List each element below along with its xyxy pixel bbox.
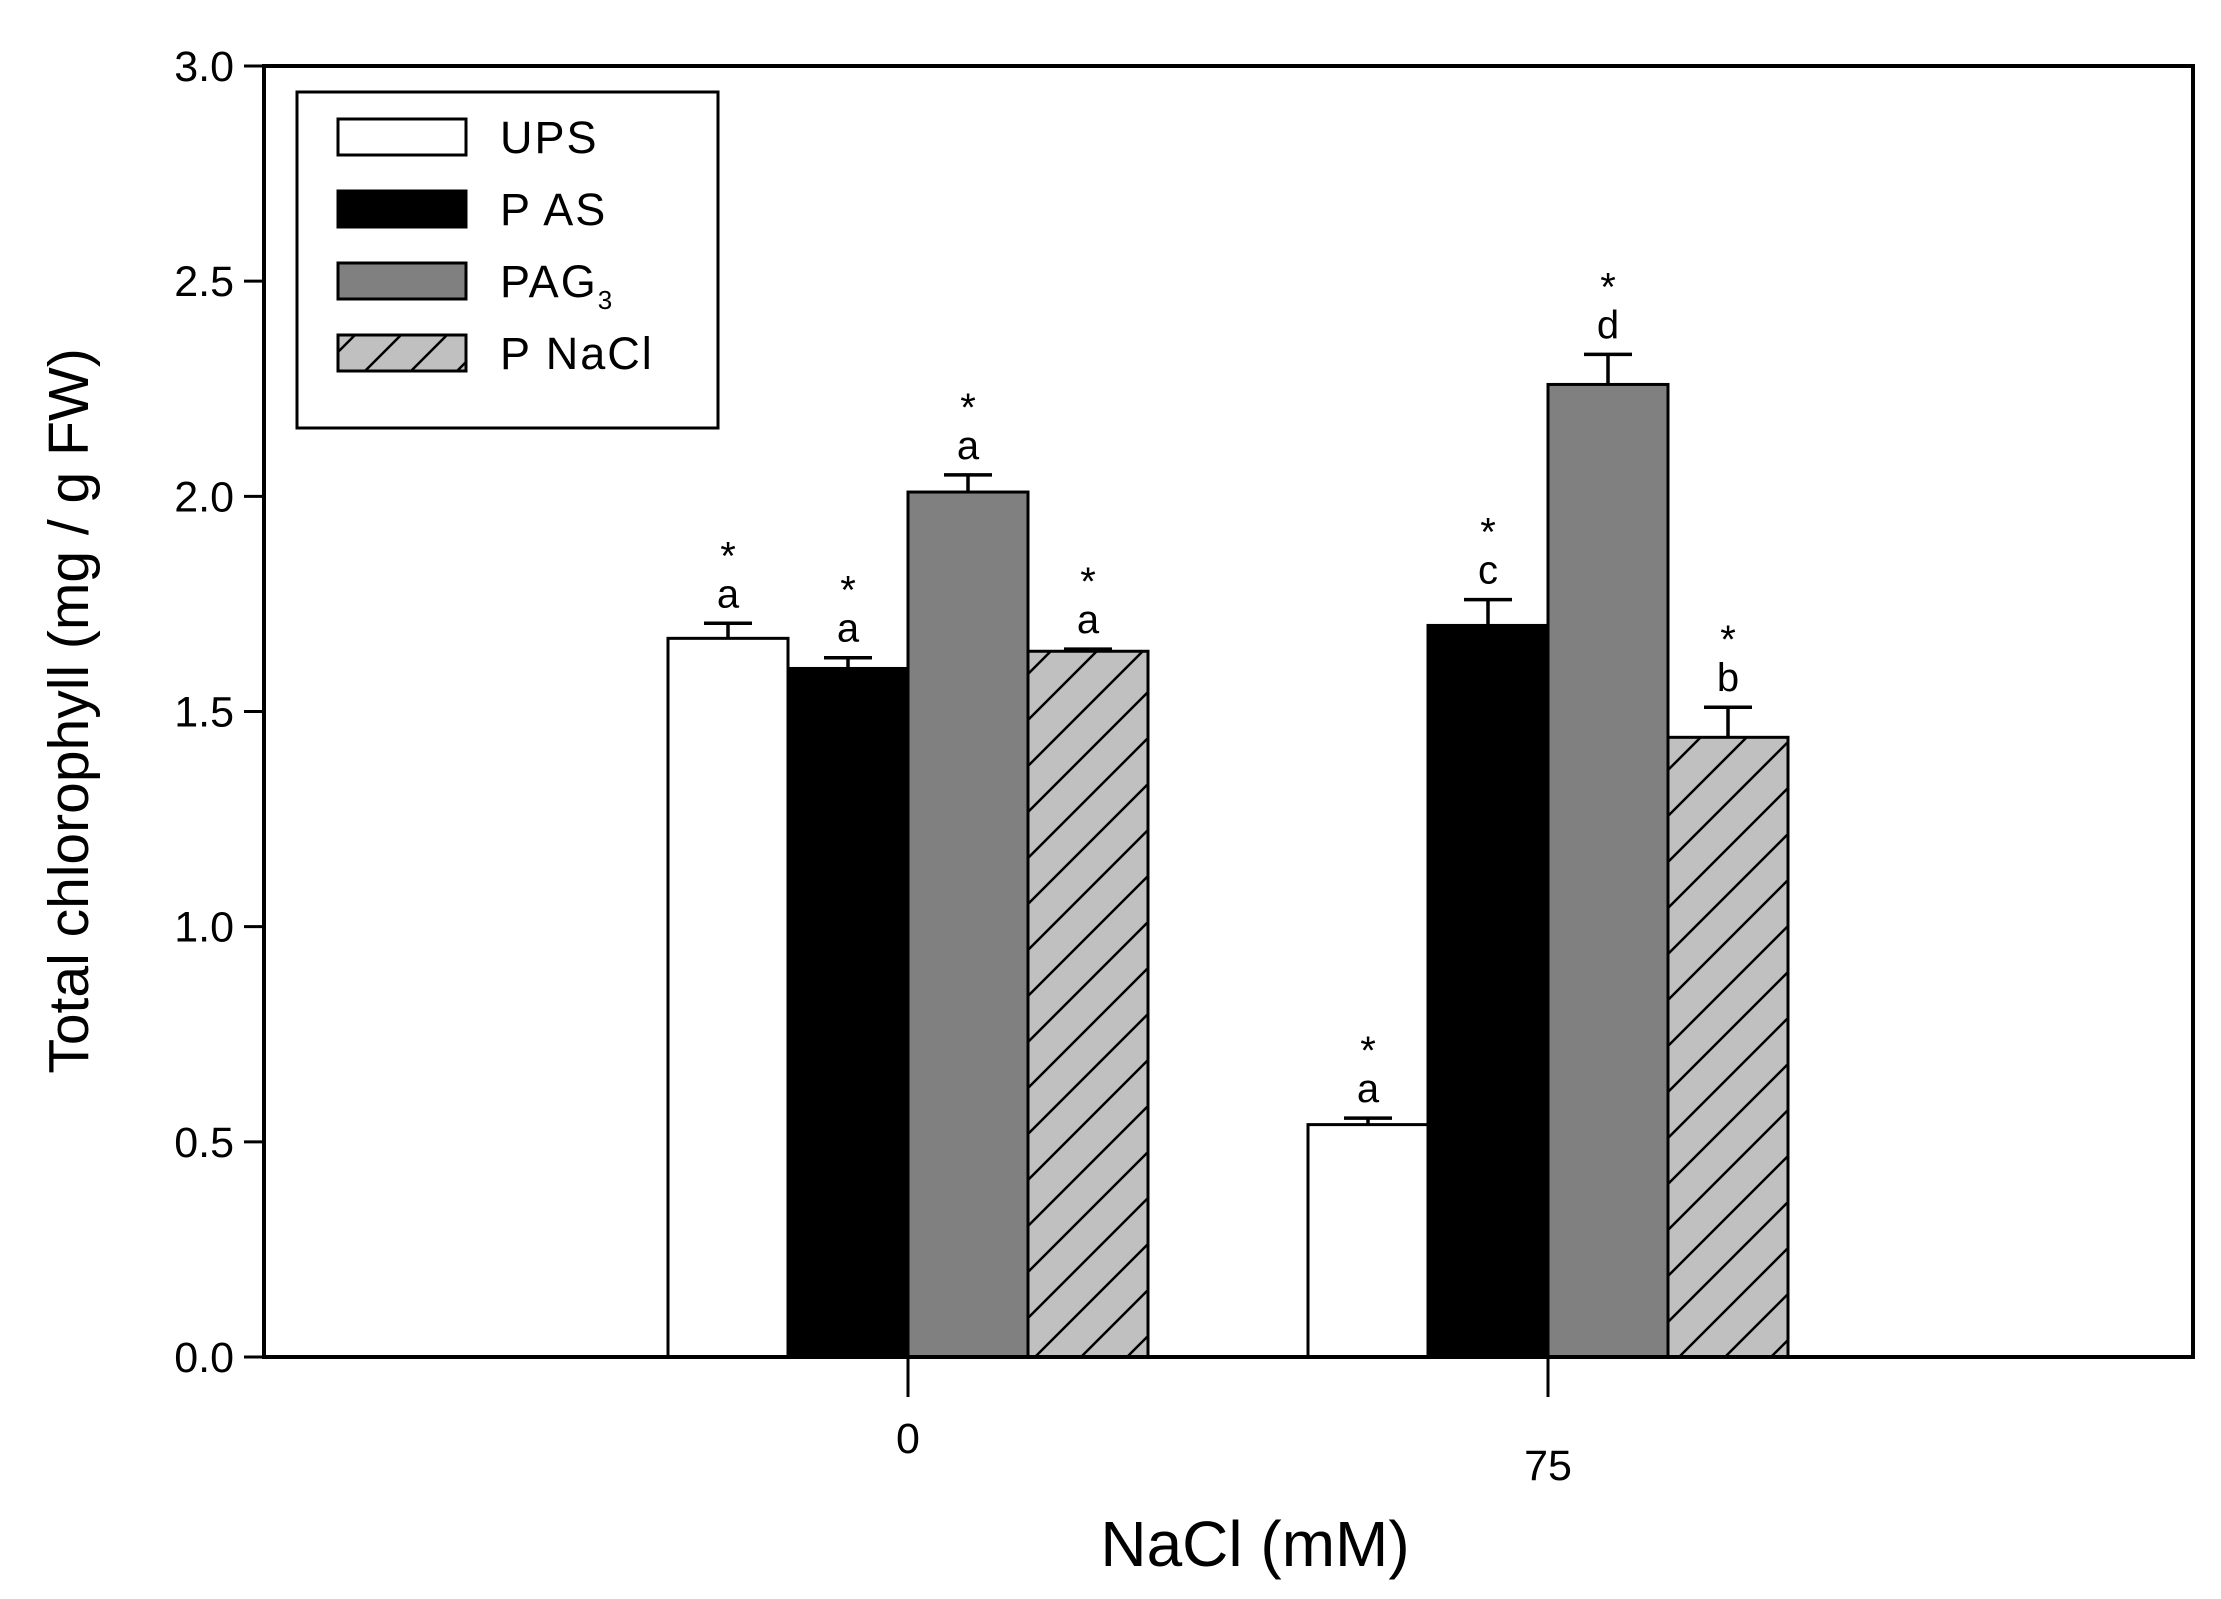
x-tick-label: 0 <box>896 1415 920 1463</box>
significance-star: * <box>1720 618 1736 662</box>
error-bar <box>1704 705 1752 738</box>
significance-letter: a <box>1357 1067 1380 1111</box>
legend-label: PAG3 <box>500 256 614 315</box>
bars-layer <box>666 382 1790 1359</box>
legend-items: UPS P AS PAG3 P NaCl <box>336 112 654 379</box>
bar-ups-75 <box>1306 1123 1430 1359</box>
significance-star: * <box>1480 511 1496 555</box>
bar-pag-0 <box>906 490 1030 1359</box>
y-tick-label: 3.0 <box>174 43 234 91</box>
error-bar <box>1344 1116 1392 1125</box>
error-bar <box>1464 597 1512 626</box>
bar-ups-0 <box>666 636 790 1359</box>
x-axis: 0 75 <box>896 1357 1572 1490</box>
annotations-layer: a*a*a*a*a*c*d*b* <box>717 265 1739 1111</box>
legend-label: P AS <box>500 184 607 235</box>
y-tick-label: 2.0 <box>174 473 234 521</box>
significance-star: * <box>960 386 976 430</box>
significance-letter: c <box>1478 549 1498 593</box>
error-bar <box>1584 352 1632 385</box>
significance-letter: a <box>957 424 980 468</box>
legend-label: UPS <box>500 112 599 163</box>
legend-swatch <box>336 189 468 229</box>
y-tick-label: 0.5 <box>174 1119 234 1167</box>
error-bar <box>1064 647 1112 652</box>
significance-star: * <box>1600 265 1616 309</box>
legend-swatch <box>336 333 468 373</box>
legend: UPS P AS PAG3 P NaCl <box>295 90 720 430</box>
significance-star: * <box>1080 560 1096 604</box>
error-bar <box>944 473 992 493</box>
significance-letter: a <box>717 572 740 616</box>
legend-label: P NaCl <box>500 328 654 379</box>
bar-p-nacl-75 <box>1666 735 1790 1359</box>
significance-star: * <box>840 569 856 613</box>
y-axis: 0.0 0.5 1.0 1.5 2.0 2.5 3.0 <box>174 43 264 1382</box>
y-tick-label: 0.0 <box>174 1334 234 1382</box>
bar-p-as-75 <box>1426 623 1550 1359</box>
significance-letter: b <box>1717 656 1739 700</box>
significance-star: * <box>720 534 736 578</box>
error-bar <box>704 621 752 639</box>
x-axis-title: NaCl (mM) <box>1100 1508 1409 1580</box>
y-axis-title: Total chlorophyll (mg / g FW) <box>37 348 101 1073</box>
significance-letter: d <box>1597 303 1619 347</box>
y-tick-label: 1.0 <box>174 904 234 952</box>
significance-star: * <box>1360 1029 1376 1073</box>
bar-p-nacl-0 <box>1026 649 1150 1359</box>
error-bars-layer <box>704 352 1752 1125</box>
legend-swatch <box>336 117 468 157</box>
x-tick-label: 75 <box>1524 1442 1572 1490</box>
y-tick-label: 2.5 <box>174 258 234 306</box>
significance-letter: a <box>837 607 860 651</box>
y-tick-label: 1.5 <box>174 689 234 737</box>
error-bar <box>824 655 872 669</box>
bar-pag-75 <box>1546 382 1670 1359</box>
significance-letter: a <box>1077 598 1100 642</box>
bar-p-as-0 <box>786 666 910 1359</box>
legend-swatch <box>336 261 468 301</box>
